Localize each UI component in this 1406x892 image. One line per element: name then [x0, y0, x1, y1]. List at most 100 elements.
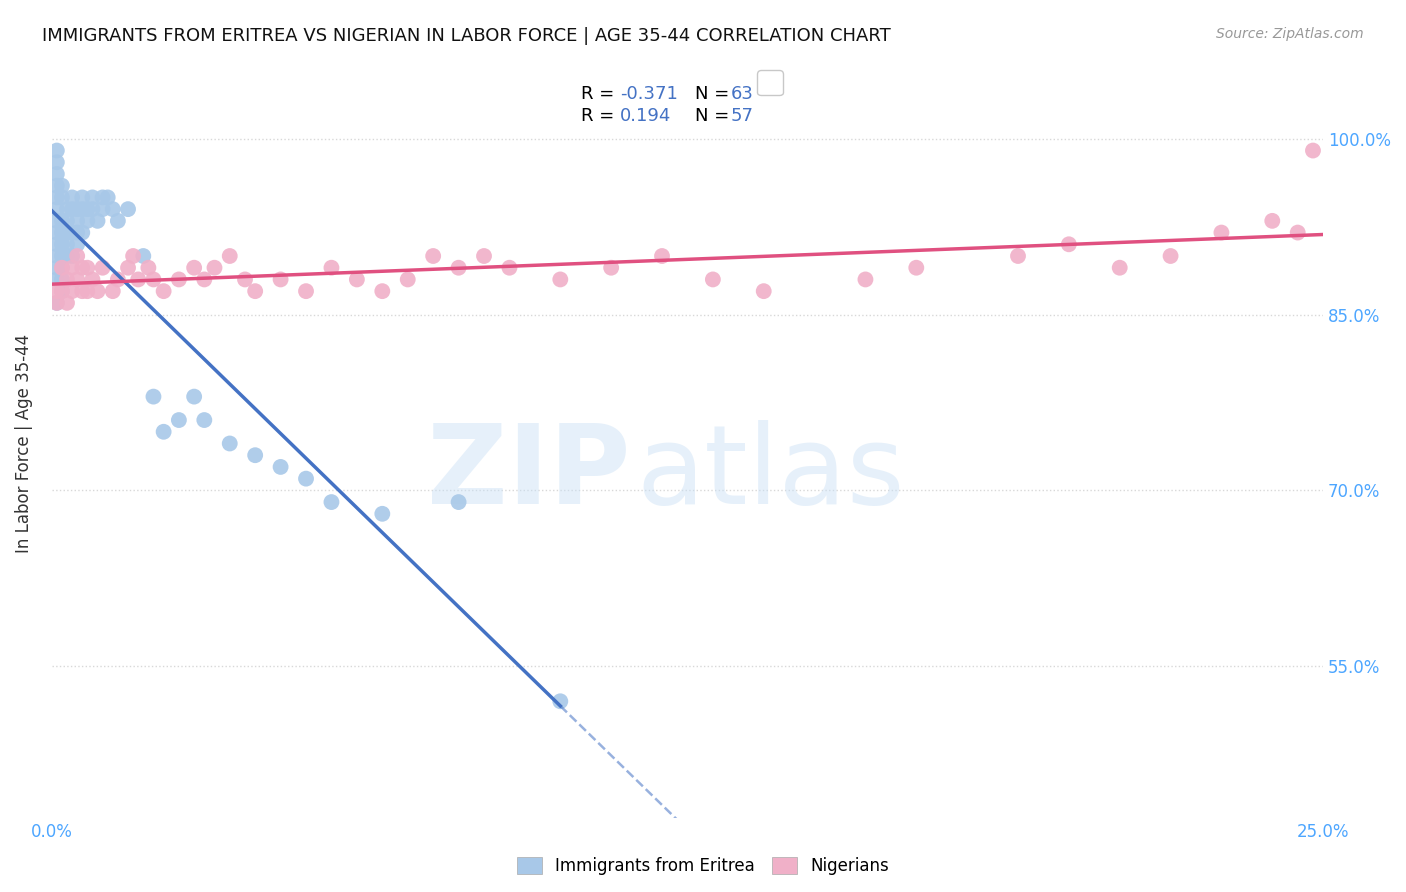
Point [51, 190, 73, 204]
Point [45, 284, 67, 298]
Point [51, 178, 73, 193]
Point [498, 260, 520, 275]
Text: IMMIGRANTS FROM ERITREA VS NIGERIAN IN LABOR FORCE | AGE 35-44 CORRELATION CHART: IMMIGRANTS FROM ERITREA VS NIGERIAN IN L… [42, 27, 891, 45]
Point [243, 448, 266, 462]
Point [107, 214, 129, 228]
Point [1007, 249, 1029, 263]
Text: -0.371: -0.371 [620, 85, 678, 103]
Point [550, 694, 572, 708]
Point [1108, 260, 1130, 275]
Point [138, 260, 160, 275]
Point [101, 202, 124, 216]
Point [152, 284, 174, 298]
Point [51, 214, 73, 228]
Point [56, 214, 79, 228]
Point [56, 202, 79, 216]
Point [167, 413, 190, 427]
Point [60, 190, 83, 204]
Point [60, 202, 83, 216]
Point [51, 284, 73, 298]
Text: N =: N = [695, 85, 735, 103]
Point [45, 155, 67, 169]
Text: Source: ZipAtlas.com: Source: ZipAtlas.com [1216, 27, 1364, 41]
Legend:  [758, 70, 783, 95]
Point [45, 249, 67, 263]
Point [72, 202, 94, 216]
Point [127, 272, 149, 286]
Point [66, 214, 89, 228]
Point [1261, 214, 1284, 228]
Text: N =: N = [695, 107, 735, 125]
Point [66, 202, 89, 216]
Point [651, 249, 673, 263]
Point [447, 260, 470, 275]
Point [72, 190, 94, 204]
Text: 63: 63 [731, 85, 754, 103]
Point [45, 237, 67, 252]
Point [117, 260, 139, 275]
Point [243, 284, 266, 298]
Point [321, 495, 343, 509]
Point [1160, 249, 1182, 263]
Text: ZIP: ZIP [427, 420, 630, 527]
Point [107, 272, 129, 286]
Point [56, 249, 79, 263]
Point [66, 272, 89, 286]
Point [51, 237, 73, 252]
Point [72, 260, 94, 275]
Point [550, 272, 572, 286]
Point [218, 436, 240, 450]
Point [45, 167, 67, 181]
Point [76, 214, 98, 228]
Point [66, 237, 89, 252]
Point [82, 190, 104, 204]
Point [752, 284, 775, 298]
Point [60, 249, 83, 263]
Point [371, 284, 394, 298]
Point [1302, 144, 1324, 158]
Point [45, 272, 67, 286]
Point [45, 226, 67, 240]
Point [346, 272, 368, 286]
Point [45, 296, 67, 310]
Point [101, 284, 124, 298]
Text: R =: R = [581, 85, 620, 103]
Point [56, 272, 79, 286]
Point [86, 214, 108, 228]
Point [60, 284, 83, 298]
Text: atlas: atlas [637, 420, 905, 527]
Point [422, 249, 444, 263]
Point [45, 296, 67, 310]
Point [86, 284, 108, 298]
Point [66, 249, 89, 263]
Point [905, 260, 928, 275]
Point [855, 272, 877, 286]
Point [76, 202, 98, 216]
Point [270, 272, 292, 286]
Point [76, 260, 98, 275]
Text: R =: R = [581, 107, 620, 125]
Point [56, 237, 79, 252]
Point [45, 144, 67, 158]
Point [447, 495, 470, 509]
Point [91, 260, 114, 275]
Point [66, 226, 89, 240]
Point [56, 226, 79, 240]
Point [51, 226, 73, 240]
Point [1211, 226, 1233, 240]
Point [193, 272, 215, 286]
Point [60, 226, 83, 240]
Point [295, 472, 318, 486]
Point [396, 272, 419, 286]
Point [183, 260, 205, 275]
Point [1286, 226, 1309, 240]
Point [51, 260, 73, 275]
Point [132, 249, 155, 263]
Point [142, 390, 165, 404]
Point [51, 260, 73, 275]
Point [72, 226, 94, 240]
Point [45, 190, 67, 204]
Point [321, 260, 343, 275]
Point [45, 178, 67, 193]
Point [45, 214, 67, 228]
